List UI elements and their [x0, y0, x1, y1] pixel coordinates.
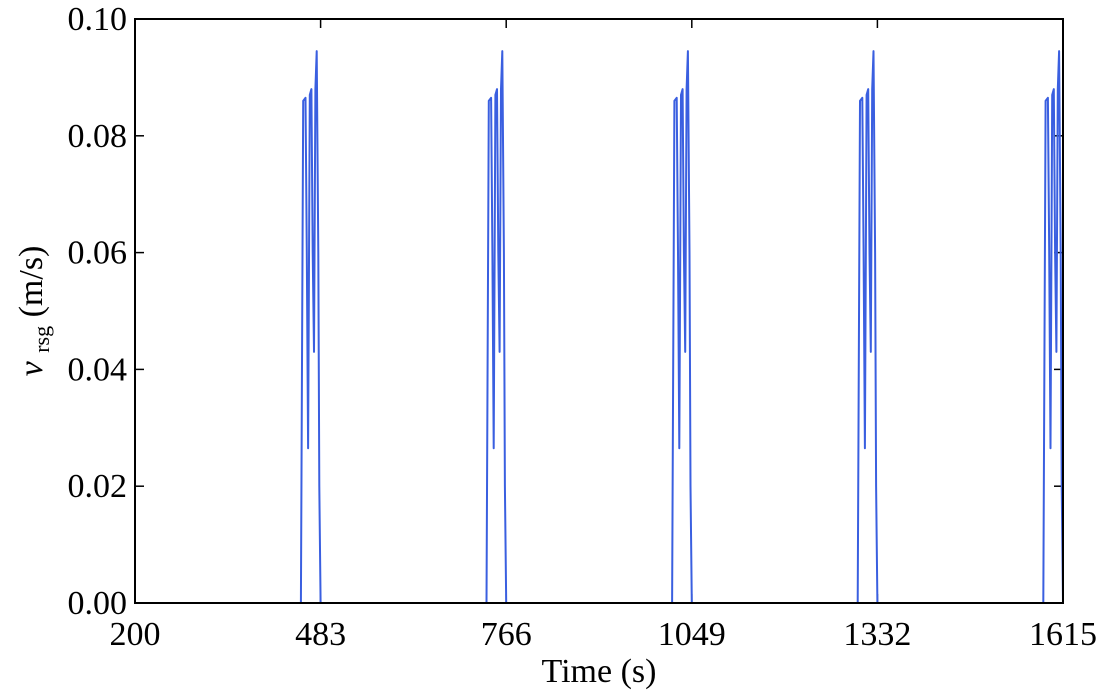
- y-tick-label: 0.06: [68, 235, 128, 272]
- y-tick-label: 0.08: [68, 118, 128, 155]
- y-axis-label-unit: (m/s): [13, 246, 50, 318]
- x-axis-ticks: 200 483 766 1049 1332 1615: [110, 19, 1097, 653]
- y-tick-label: 0.02: [68, 468, 128, 505]
- velocity-series-line: [135, 50, 1064, 604]
- x-tick-label: 1332: [843, 616, 911, 653]
- y-axis-ticks: 0.00 0.02 0.04 0.06 0.08 0.10: [68, 1, 1063, 622]
- plot-frame: [134, 18, 1064, 604]
- y-tick-label: 0.10: [68, 1, 128, 38]
- y-tick-label: 0.00: [68, 585, 128, 622]
- x-tick-label: 483: [295, 616, 346, 653]
- y-axis-label-subscript: rsg: [29, 326, 54, 353]
- x-tick-label: 200: [110, 616, 161, 653]
- x-tick-label: 1615: [1029, 616, 1097, 653]
- x-tick-label: 1049: [658, 616, 726, 653]
- x-axis-label: Time (s): [542, 653, 657, 690]
- y-axis-label: v rsg (m/s): [13, 246, 57, 377]
- y-axis-label-symbol: v: [13, 360, 50, 376]
- svg-text:v rsg (m/s): v rsg (m/s): [13, 246, 57, 377]
- x-tick-label: 766: [481, 616, 532, 653]
- y-tick-label: 0.04: [68, 351, 128, 388]
